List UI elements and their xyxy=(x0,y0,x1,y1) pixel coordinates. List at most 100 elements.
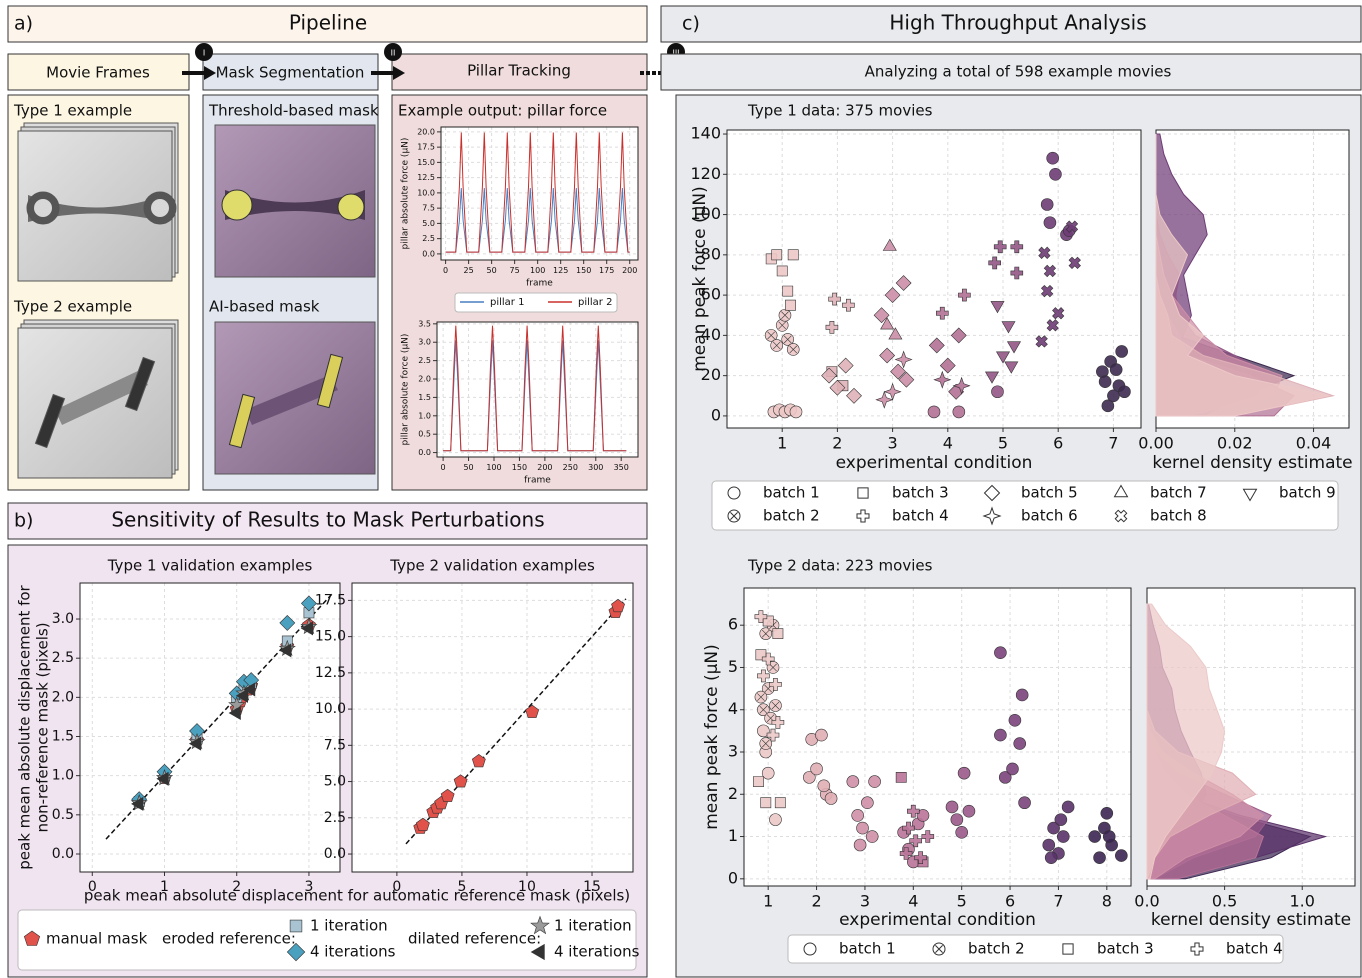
data-point xyxy=(861,796,874,810)
data-point xyxy=(776,265,788,277)
y-tick-label: 0.0 xyxy=(52,846,74,862)
plot-frame xyxy=(351,582,634,873)
y-tick-label: 0.5 xyxy=(52,807,74,823)
data-point xyxy=(846,387,862,404)
y-tick-label: 140 xyxy=(690,124,721,143)
data-point xyxy=(1001,321,1016,334)
data-point xyxy=(757,669,770,683)
y-tick-label: 3 xyxy=(728,742,738,761)
chart-title: Type 2 data: 223 movies xyxy=(747,557,933,575)
y-tick-label: 15.0 xyxy=(417,158,435,167)
data-point xyxy=(757,703,770,717)
image-label: Type 2 example xyxy=(13,298,132,316)
x-tick-label: 6 xyxy=(1005,892,1015,911)
data-point xyxy=(769,813,782,826)
data-point xyxy=(1046,151,1059,165)
data-point xyxy=(927,405,941,419)
x-tick-label: 3 xyxy=(860,892,870,911)
legend-marker xyxy=(727,486,741,500)
data-point xyxy=(1013,737,1027,750)
y-tick-label: 5 xyxy=(728,657,738,676)
data-point xyxy=(856,821,869,835)
data-point xyxy=(1044,851,1058,864)
data-point xyxy=(998,770,1012,784)
x-tick-label: 15 xyxy=(583,879,601,895)
data-point xyxy=(1115,849,1128,862)
legend-label: batch 3 xyxy=(892,484,949,502)
data-point xyxy=(1040,284,1054,298)
mask-images xyxy=(214,124,376,475)
y-tick-label: 0.5 xyxy=(418,430,431,439)
plot-area xyxy=(437,322,638,457)
series-line xyxy=(443,325,627,452)
x-tick-label: 200 xyxy=(537,463,552,472)
y-tick-label: 17.5 xyxy=(315,592,346,608)
x-axis-label: experimental condition xyxy=(839,910,1036,930)
data-point xyxy=(772,628,784,639)
data-point xyxy=(1100,806,1114,820)
legend-label: batch 4 xyxy=(1226,940,1283,958)
data-point xyxy=(817,779,831,793)
data-point xyxy=(300,621,313,636)
panel-label: c) xyxy=(682,13,700,35)
image-label: Example output: pillar force xyxy=(398,102,607,120)
data-point xyxy=(883,382,902,401)
data-point xyxy=(775,319,789,332)
data-point xyxy=(771,716,785,729)
data-point xyxy=(1109,363,1123,376)
data-point xyxy=(1047,821,1060,835)
data-point xyxy=(895,275,912,291)
data-point xyxy=(895,772,907,783)
panel-b-header xyxy=(7,502,648,540)
data-point xyxy=(993,240,1007,254)
y-tick-label: 0 xyxy=(728,868,738,887)
y-tick-label: 12.5 xyxy=(315,665,346,681)
panel-c-header xyxy=(660,5,1362,43)
data-point xyxy=(909,834,922,848)
legend-marker xyxy=(857,487,869,499)
y-tick-label: 60 xyxy=(701,285,721,304)
y-tick-label: 10.0 xyxy=(417,188,435,197)
data-point xyxy=(928,337,945,354)
step-marker-label: II xyxy=(391,49,396,58)
legend-group: dilated reference: xyxy=(408,930,541,948)
chart-title: Type 1 data: 375 movies xyxy=(747,102,933,120)
legend-marker xyxy=(932,942,946,956)
x-tick-label: 100 xyxy=(486,463,501,472)
step-marker xyxy=(384,43,402,61)
x-tick-label: 350 xyxy=(614,463,629,472)
movie-stack xyxy=(17,122,179,479)
data-point xyxy=(769,678,782,691)
data-point xyxy=(228,705,241,721)
y-axis-label: pillar absolute force (μN) xyxy=(401,334,411,446)
x-tick-label: 0.5 xyxy=(1212,892,1237,911)
data-point xyxy=(984,371,1000,384)
data-point xyxy=(962,804,976,818)
data-point xyxy=(1102,830,1116,843)
legend-marker xyxy=(289,919,303,933)
y-axis-label: peak mean absolute displacement for xyxy=(16,584,34,869)
x-tick-label: 0.00 xyxy=(1138,434,1174,453)
step-box xyxy=(391,53,648,91)
step-label: Movie Frames xyxy=(46,64,150,82)
x-tick-label: 5 xyxy=(957,892,967,911)
data-point xyxy=(440,788,455,802)
y-tick-label: 15.0 xyxy=(315,629,346,645)
data-point xyxy=(991,385,1004,399)
legend xyxy=(454,292,618,313)
data-point xyxy=(753,776,764,787)
data-point xyxy=(1118,385,1131,399)
data-point xyxy=(1093,851,1106,864)
data-point xyxy=(1043,216,1057,229)
identity-line xyxy=(405,598,627,845)
legend-label: batch 2 xyxy=(968,940,1025,958)
data-point xyxy=(1043,264,1057,278)
data-point xyxy=(880,317,895,330)
data-point xyxy=(873,307,890,324)
data-point xyxy=(950,813,964,826)
data-point xyxy=(759,627,773,640)
x-tick-label: 2 xyxy=(811,892,821,911)
step-label: Pillar Tracking xyxy=(467,62,571,80)
image-label: Type 1 example xyxy=(13,102,132,120)
